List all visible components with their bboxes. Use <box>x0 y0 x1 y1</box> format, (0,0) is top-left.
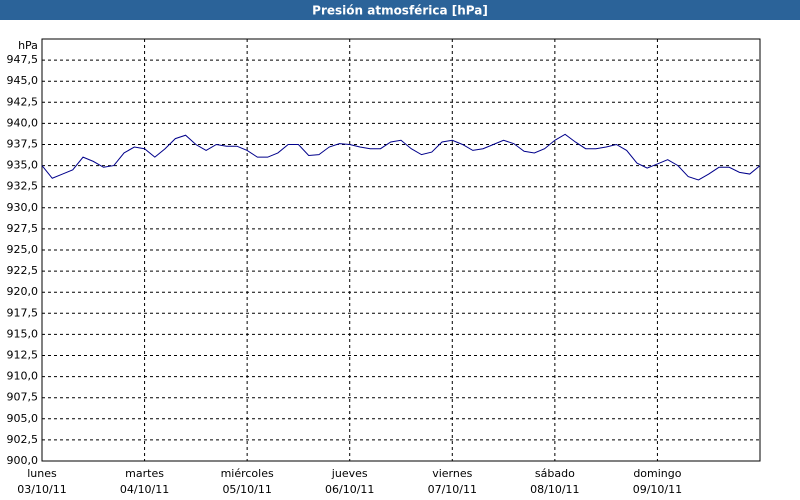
x-tick-label: sábado <box>535 467 575 480</box>
y-tick-label: 907,5 <box>7 391 39 404</box>
y-tick-label: 930,0 <box>7 201 39 214</box>
y-axis-label: hPa <box>18 39 38 52</box>
x-tick-date: 03/10/11 <box>17 483 66 496</box>
x-tick-label: miércoles <box>221 467 274 480</box>
x-tick-label: lunes <box>27 467 57 480</box>
y-tick-label: 942,5 <box>7 95 39 108</box>
y-tick-label: 937,5 <box>7 138 39 151</box>
y-tick-label: 932,5 <box>7 180 39 193</box>
y-tick-label: 915,0 <box>7 327 39 340</box>
y-tick-label: 940,0 <box>7 116 39 129</box>
chart-title: Presión atmosférica [hPa] <box>312 4 488 18</box>
x-tick-date: 05/10/11 <box>222 483 271 496</box>
y-tick-label: 900,0 <box>7 454 39 467</box>
x-tick-date: 08/10/11 <box>530 483 579 496</box>
x-tick-label: domingo <box>633 467 681 480</box>
pressure-line <box>41 133 761 181</box>
y-tick-label: 902,5 <box>7 433 39 446</box>
y-tick-label: 922,5 <box>7 264 39 277</box>
x-tick-label: viernes <box>432 467 472 480</box>
plot-frame <box>41 38 761 462</box>
x-tick-label: martes <box>125 467 164 480</box>
y-tick-label: 917,5 <box>7 306 39 319</box>
x-tick-label: jueves <box>331 467 368 480</box>
y-tick-label: 920,0 <box>7 285 39 298</box>
y-tick-label: 947,5 <box>7 53 39 66</box>
y-tick-label: 910,0 <box>7 370 39 383</box>
y-tick-label: 912,5 <box>7 349 39 362</box>
y-tick-label: 905,0 <box>7 412 39 425</box>
x-tick-date: 06/10/11 <box>325 483 374 496</box>
y-tick-label: 927,5 <box>7 222 39 235</box>
x-tick-date: 07/10/11 <box>428 483 477 496</box>
x-tick-date: 09/10/11 <box>633 483 682 496</box>
y-tick-label: 925,0 <box>7 243 39 256</box>
title-bar <box>0 0 800 20</box>
y-tick-label: 945,0 <box>7 74 39 87</box>
y-tick-label: 935,0 <box>7 159 39 172</box>
x-tick-date: 04/10/11 <box>120 483 169 496</box>
